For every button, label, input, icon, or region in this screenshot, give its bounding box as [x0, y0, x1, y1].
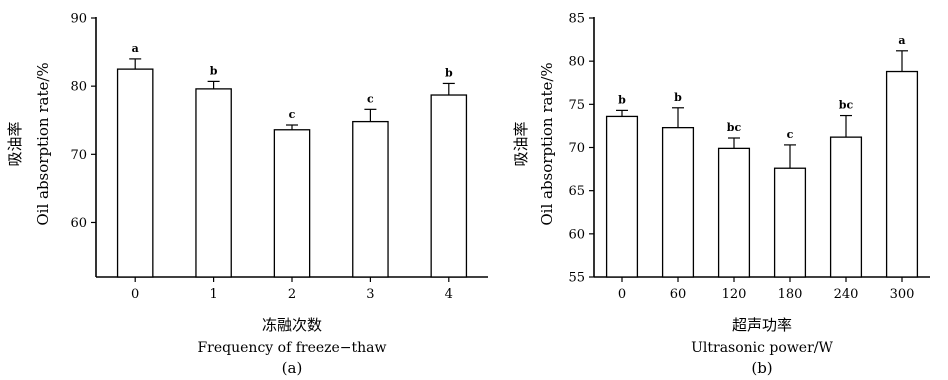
- panel-b-xlabel-cn: 超声功率: [732, 316, 792, 334]
- x-tick-label: 0: [131, 287, 139, 302]
- bar: [717, 147, 751, 278]
- panel-a-xlabel-en: Frequency of freeze−thaw: [197, 340, 386, 356]
- significance-label: b: [674, 91, 682, 104]
- panel-a-xlabel-cn: 冻融次数: [262, 316, 322, 334]
- panel-b-label: (b): [751, 359, 772, 377]
- bar: [195, 88, 232, 278]
- x-tick-label: 300: [890, 287, 915, 302]
- bar: [773, 167, 807, 278]
- x-tick-label: 0: [618, 287, 626, 302]
- y-tick-label: 70: [70, 148, 87, 163]
- significance-label: b: [210, 64, 218, 77]
- x-tick-label: 240: [834, 287, 859, 302]
- panel-a-ylabel-cn: 吸油率: [6, 121, 24, 166]
- bar: [661, 126, 695, 278]
- panel-b-chart: 吸油率 Oil absorption rate/% 超声功率 Ultrasoni…: [512, 12, 930, 377]
- x-tick-label: 2: [288, 287, 296, 302]
- significance-label: c: [289, 108, 296, 121]
- panel-b-ylabel-cn: 吸油率: [512, 121, 530, 166]
- y-tick-label: 65: [568, 184, 585, 199]
- significance-label: b: [618, 93, 626, 106]
- panel-b-xlabel-en: Ultrasonic power/W: [691, 340, 833, 356]
- bar: [352, 120, 389, 278]
- y-tick-label: 90: [70, 12, 87, 27]
- y-tick-label: 80: [70, 80, 87, 95]
- y-tick-label: 85: [568, 12, 585, 27]
- significance-label: c: [787, 128, 794, 141]
- x-tick-label: 4: [445, 287, 453, 302]
- panel-a-ylabel-en: Oil absorption rate/%: [34, 62, 52, 225]
- panel-a-chart: 吸油率 Oil absorption rate/% 冻融次数 Frequency…: [6, 12, 488, 377]
- y-tick-label: 55: [568, 271, 585, 286]
- bar: [273, 129, 311, 278]
- y-tick-label: 60: [568, 227, 585, 242]
- x-tick-label: 3: [366, 287, 374, 302]
- bar: [430, 94, 468, 278]
- y-tick-label: 75: [568, 98, 585, 113]
- y-tick-label: 70: [568, 141, 585, 156]
- y-tick-label: 80: [568, 55, 585, 70]
- significance-label: bc: [839, 99, 854, 112]
- bar: [885, 70, 919, 278]
- significance-label: a: [132, 42, 139, 55]
- significance-label: a: [898, 34, 905, 47]
- x-tick-label: 1: [209, 287, 217, 302]
- significance-label: c: [367, 92, 374, 105]
- x-tick-label: 120: [722, 287, 747, 302]
- panel-a-label: (a): [282, 359, 303, 377]
- bar: [829, 136, 863, 278]
- bar: [116, 68, 154, 278]
- significance-label: bc: [727, 121, 742, 134]
- bar: [605, 115, 639, 278]
- y-tick-label: 60: [70, 216, 87, 231]
- x-tick-label: 180: [778, 287, 803, 302]
- significance-label: b: [445, 66, 453, 79]
- x-tick-label: 60: [670, 287, 687, 302]
- panel-b-ylabel-en: Oil absorption rate/%: [538, 62, 556, 225]
